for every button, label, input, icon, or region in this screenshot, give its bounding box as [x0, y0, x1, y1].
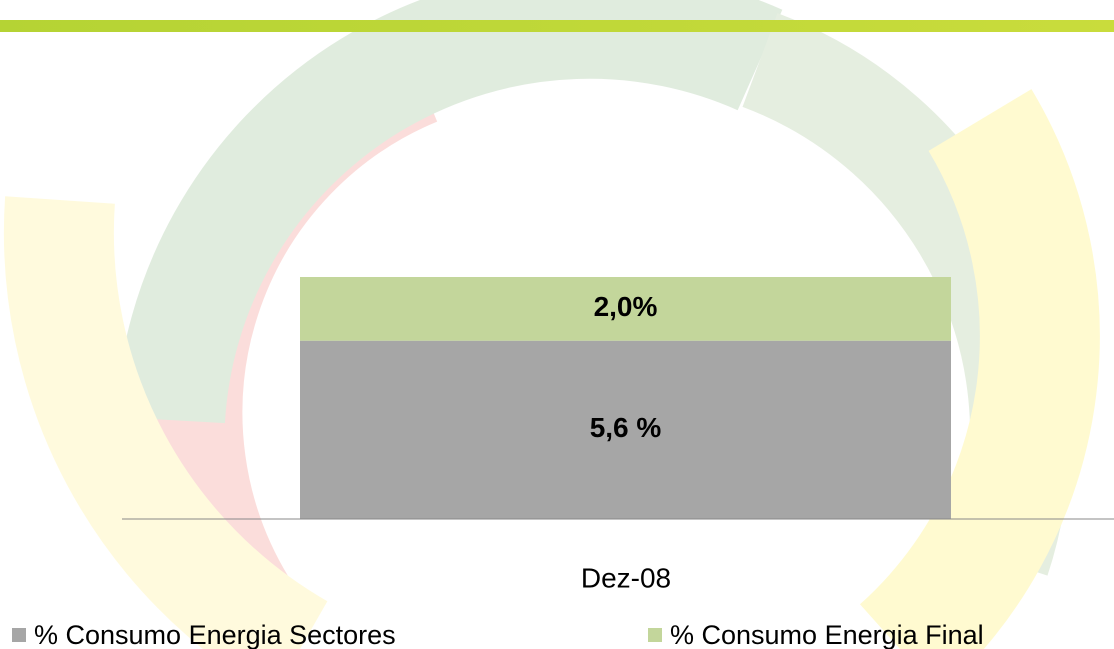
x-tick-label: Dez-08: [581, 562, 671, 593]
legend-swatch: [648, 628, 662, 642]
legend-swatch: [12, 628, 26, 642]
header-bar: [0, 20, 1114, 32]
bar-segment: [300, 277, 951, 341]
data-label: 2,0%: [594, 291, 658, 322]
data-label: 5,6 %: [590, 412, 662, 443]
legend-label: % Consumo Energia Final: [670, 620, 984, 649]
bar-segment: [300, 340, 951, 519]
legend-label: % Consumo Energia Sectores: [34, 620, 396, 649]
